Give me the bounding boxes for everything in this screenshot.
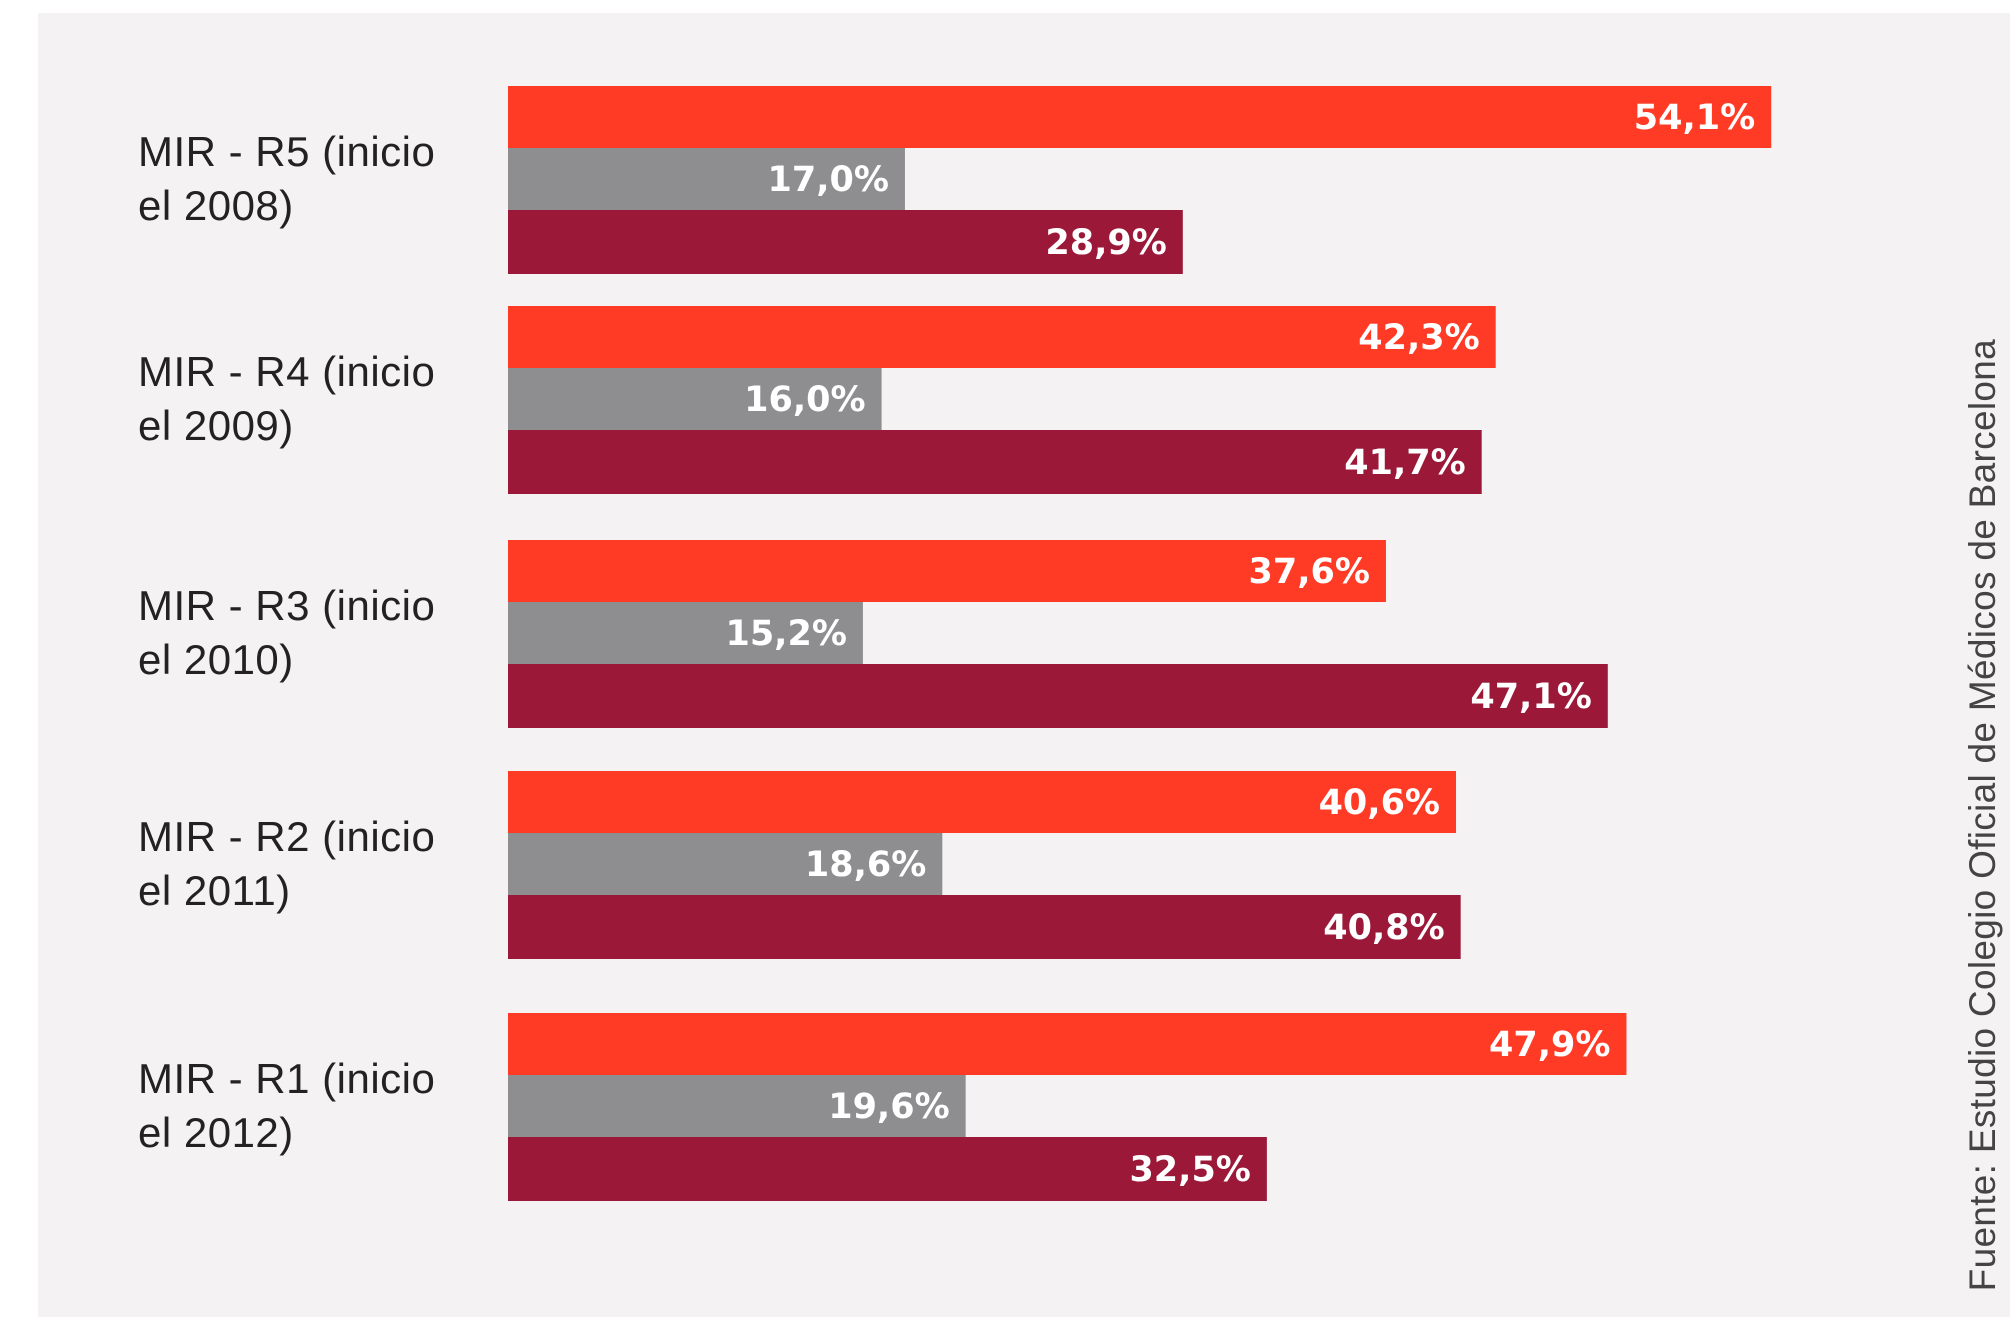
category-label-line: MIR - R2 (inicio <box>138 813 435 860</box>
bar <box>508 833 943 895</box>
bar <box>508 306 1496 368</box>
bar <box>508 368 882 430</box>
data-label: 28,9% <box>1045 223 1166 263</box>
data-label: 18,6% <box>805 845 926 885</box>
category-label: MIR - R1 (inicio el 2012) <box>138 1055 435 1156</box>
source-note: Fuente: Estudio Colegio Oficial de Médic… <box>1962 338 2003 1291</box>
data-label: 47,1% <box>1470 677 1591 717</box>
data-label: 54,1% <box>1634 98 1755 138</box>
category-label-line: el 2011) <box>138 867 291 914</box>
bar <box>508 1013 1627 1075</box>
data-label: 17,0% <box>768 160 889 200</box>
bar <box>508 540 1386 602</box>
category-label: MIR - R2 (inicio el 2011) <box>138 813 435 914</box>
data-label: 42,3% <box>1358 318 1479 358</box>
bar <box>508 602 863 664</box>
data-label: 19,6% <box>828 1087 949 1127</box>
category-label: MIR - R5 (inicio el 2008) <box>138 128 435 229</box>
bar <box>508 771 1457 833</box>
category-label-line: el 2010) <box>138 636 294 683</box>
category-label-line: el 2009) <box>138 402 294 449</box>
data-label: 40,8% <box>1323 908 1444 948</box>
bar <box>508 210 1183 274</box>
category-label-line: el 2008) <box>138 182 294 229</box>
chart-panel: MIR - R5 (inicio el 2008) 54,1% 17,0% 28,9% M… <box>38 13 2010 1317</box>
data-label: 47,9% <box>1489 1025 1610 1065</box>
category-label-line: MIR - R5 (inicio <box>138 128 435 175</box>
data-label: 41,7% <box>1344 443 1465 483</box>
bar <box>508 895 1461 959</box>
bar-chart: MIR - R5 (inicio el 2008) 54,1% 17,0% 28,9% M… <box>138 86 1772 1201</box>
category-label-line: el 2012) <box>138 1109 294 1156</box>
bar <box>508 1137 1267 1201</box>
category-label: MIR - R4 (inicio el 2009) <box>138 348 435 449</box>
category-label-line: MIR - R4 (inicio <box>138 348 435 395</box>
bar <box>508 430 1482 494</box>
bar <box>508 86 1772 148</box>
category-label-line: MIR - R3 (inicio <box>138 582 435 629</box>
data-label: 15,2% <box>725 614 846 654</box>
bar <box>508 1075 966 1137</box>
category-label: MIR - R3 (inicio el 2010) <box>138 582 435 683</box>
bar <box>508 148 905 210</box>
category-label-line: MIR - R1 (inicio <box>138 1055 435 1102</box>
data-label: 32,5% <box>1129 1150 1250 1190</box>
bar <box>508 664 1608 728</box>
data-label: 37,6% <box>1249 552 1370 592</box>
data-label: 16,0% <box>744 380 865 420</box>
data-label: 40,6% <box>1319 783 1440 823</box>
